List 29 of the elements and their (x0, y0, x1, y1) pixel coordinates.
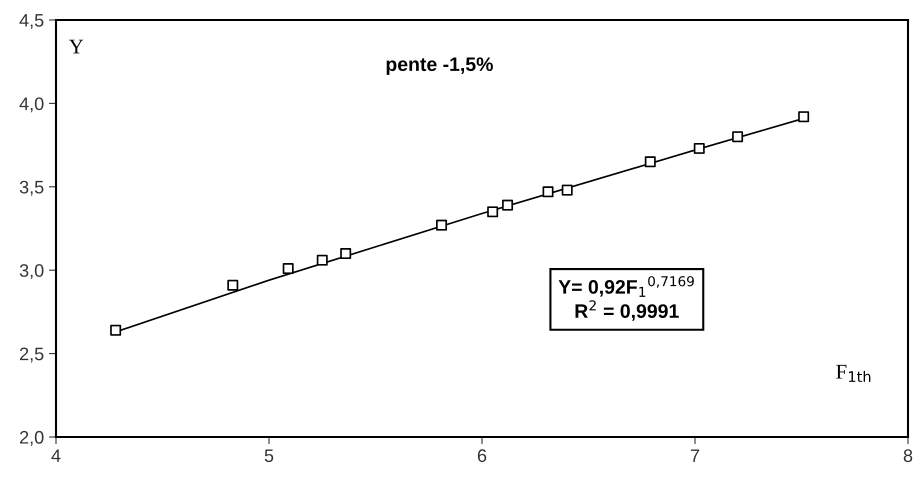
x-tick-label: 5 (264, 449, 274, 462)
y-tick-label: 2,0 (20, 430, 44, 446)
point (110, 324, 122, 336)
point (798, 111, 810, 122)
x-tick-label: 7 (690, 449, 700, 462)
point (502, 200, 514, 211)
x-tick-label: 4 (51, 449, 60, 462)
y-tick-label: 3,0 (20, 264, 44, 280)
text: Y= 0,92F$_{1}$$^{0,7169}$ R$^{2}$ = 0,9991 (558, 276, 694, 321)
point (562, 184, 573, 196)
point (282, 263, 294, 274)
point (644, 156, 656, 168)
point (487, 206, 498, 218)
point (340, 248, 352, 260)
y-tick-label: 2,5 (20, 348, 44, 362)
point (227, 280, 238, 291)
x-tick-label: 6 (478, 449, 486, 462)
y-axis-title: Y (69, 40, 84, 54)
point (316, 254, 328, 266)
y-tick-label: 4,0 (20, 97, 44, 112)
point (436, 220, 448, 231)
y-tick-label: 3,5 (20, 180, 44, 196)
point (732, 131, 744, 142)
y-tick-label: 4,5 (20, 14, 44, 29)
x-axis-title: F$_{1th}$ (836, 364, 870, 382)
x-tick-label: 8 (904, 449, 912, 462)
annotation: pente -1,5% (386, 57, 493, 75)
point (694, 142, 705, 154)
point (542, 186, 554, 198)
